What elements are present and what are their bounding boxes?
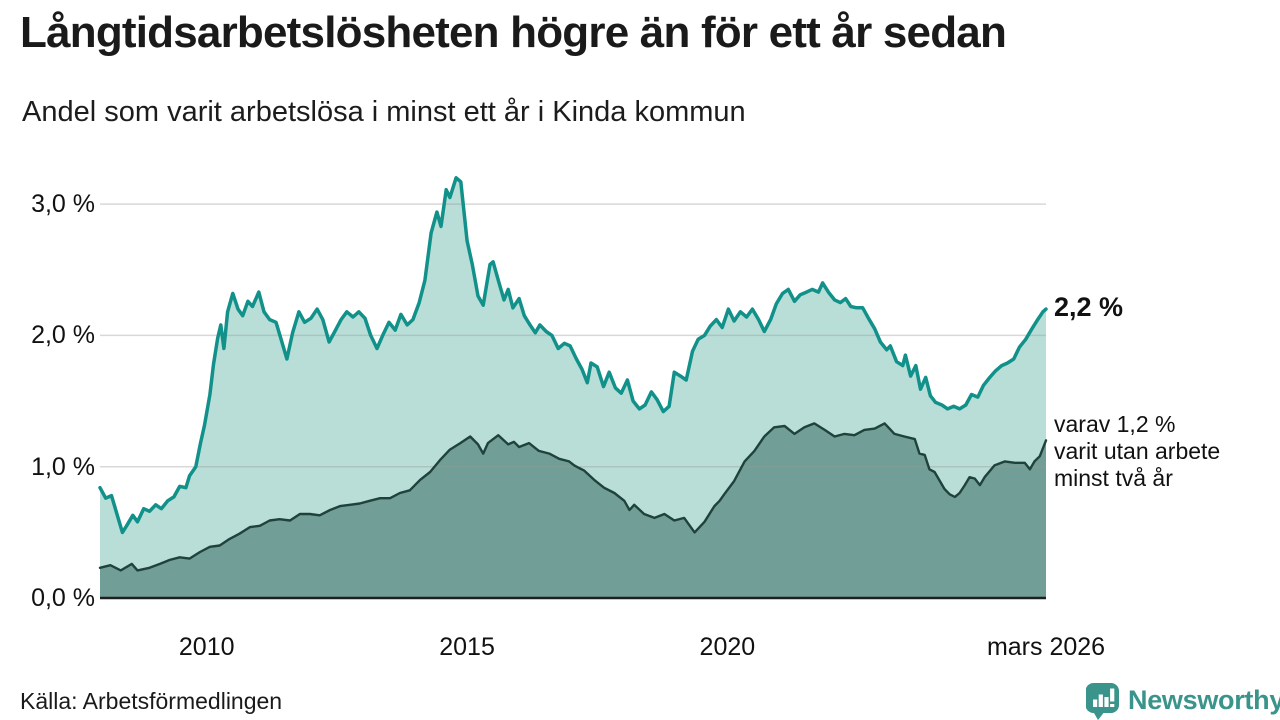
newsworthy-logo-icon <box>1086 683 1119 720</box>
newsworthy-brand: Newsworthy <box>1086 683 1280 720</box>
series-area-two-years <box>100 423 1046 598</box>
latest-value-label: 2,2 % <box>1054 292 1124 322</box>
source-credit: Källa: Arbetsförmedlingen <box>20 688 283 714</box>
series-line-one-year <box>98 176 1048 535</box>
page-title: Långtidsarbetslösheten högre än för ett … <box>20 8 1007 57</box>
y-axis-label: 2,0 % <box>31 321 95 350</box>
secondary-value-label: varav 1,2 % varit utan arbete minst två … <box>1054 411 1221 491</box>
x-axis-label: 2020 <box>699 633 756 661</box>
chart-subtitle: Andel som varit arbetslösa i minst ett å… <box>22 96 746 128</box>
y-axis-label: 1,0 % <box>31 452 95 481</box>
y-axis-label: 0,0 % <box>31 584 95 612</box>
newsworthy-wordmark: Newsworthy <box>1128 685 1280 715</box>
x-axis-label: 2015 <box>439 633 495 661</box>
x-axis-label: 2010 <box>178 633 235 661</box>
x-axis-label: mars 2026 <box>986 633 1106 661</box>
series-line-two-years <box>98 422 1048 572</box>
y-axis-label: 3,0 % <box>31 190 95 219</box>
